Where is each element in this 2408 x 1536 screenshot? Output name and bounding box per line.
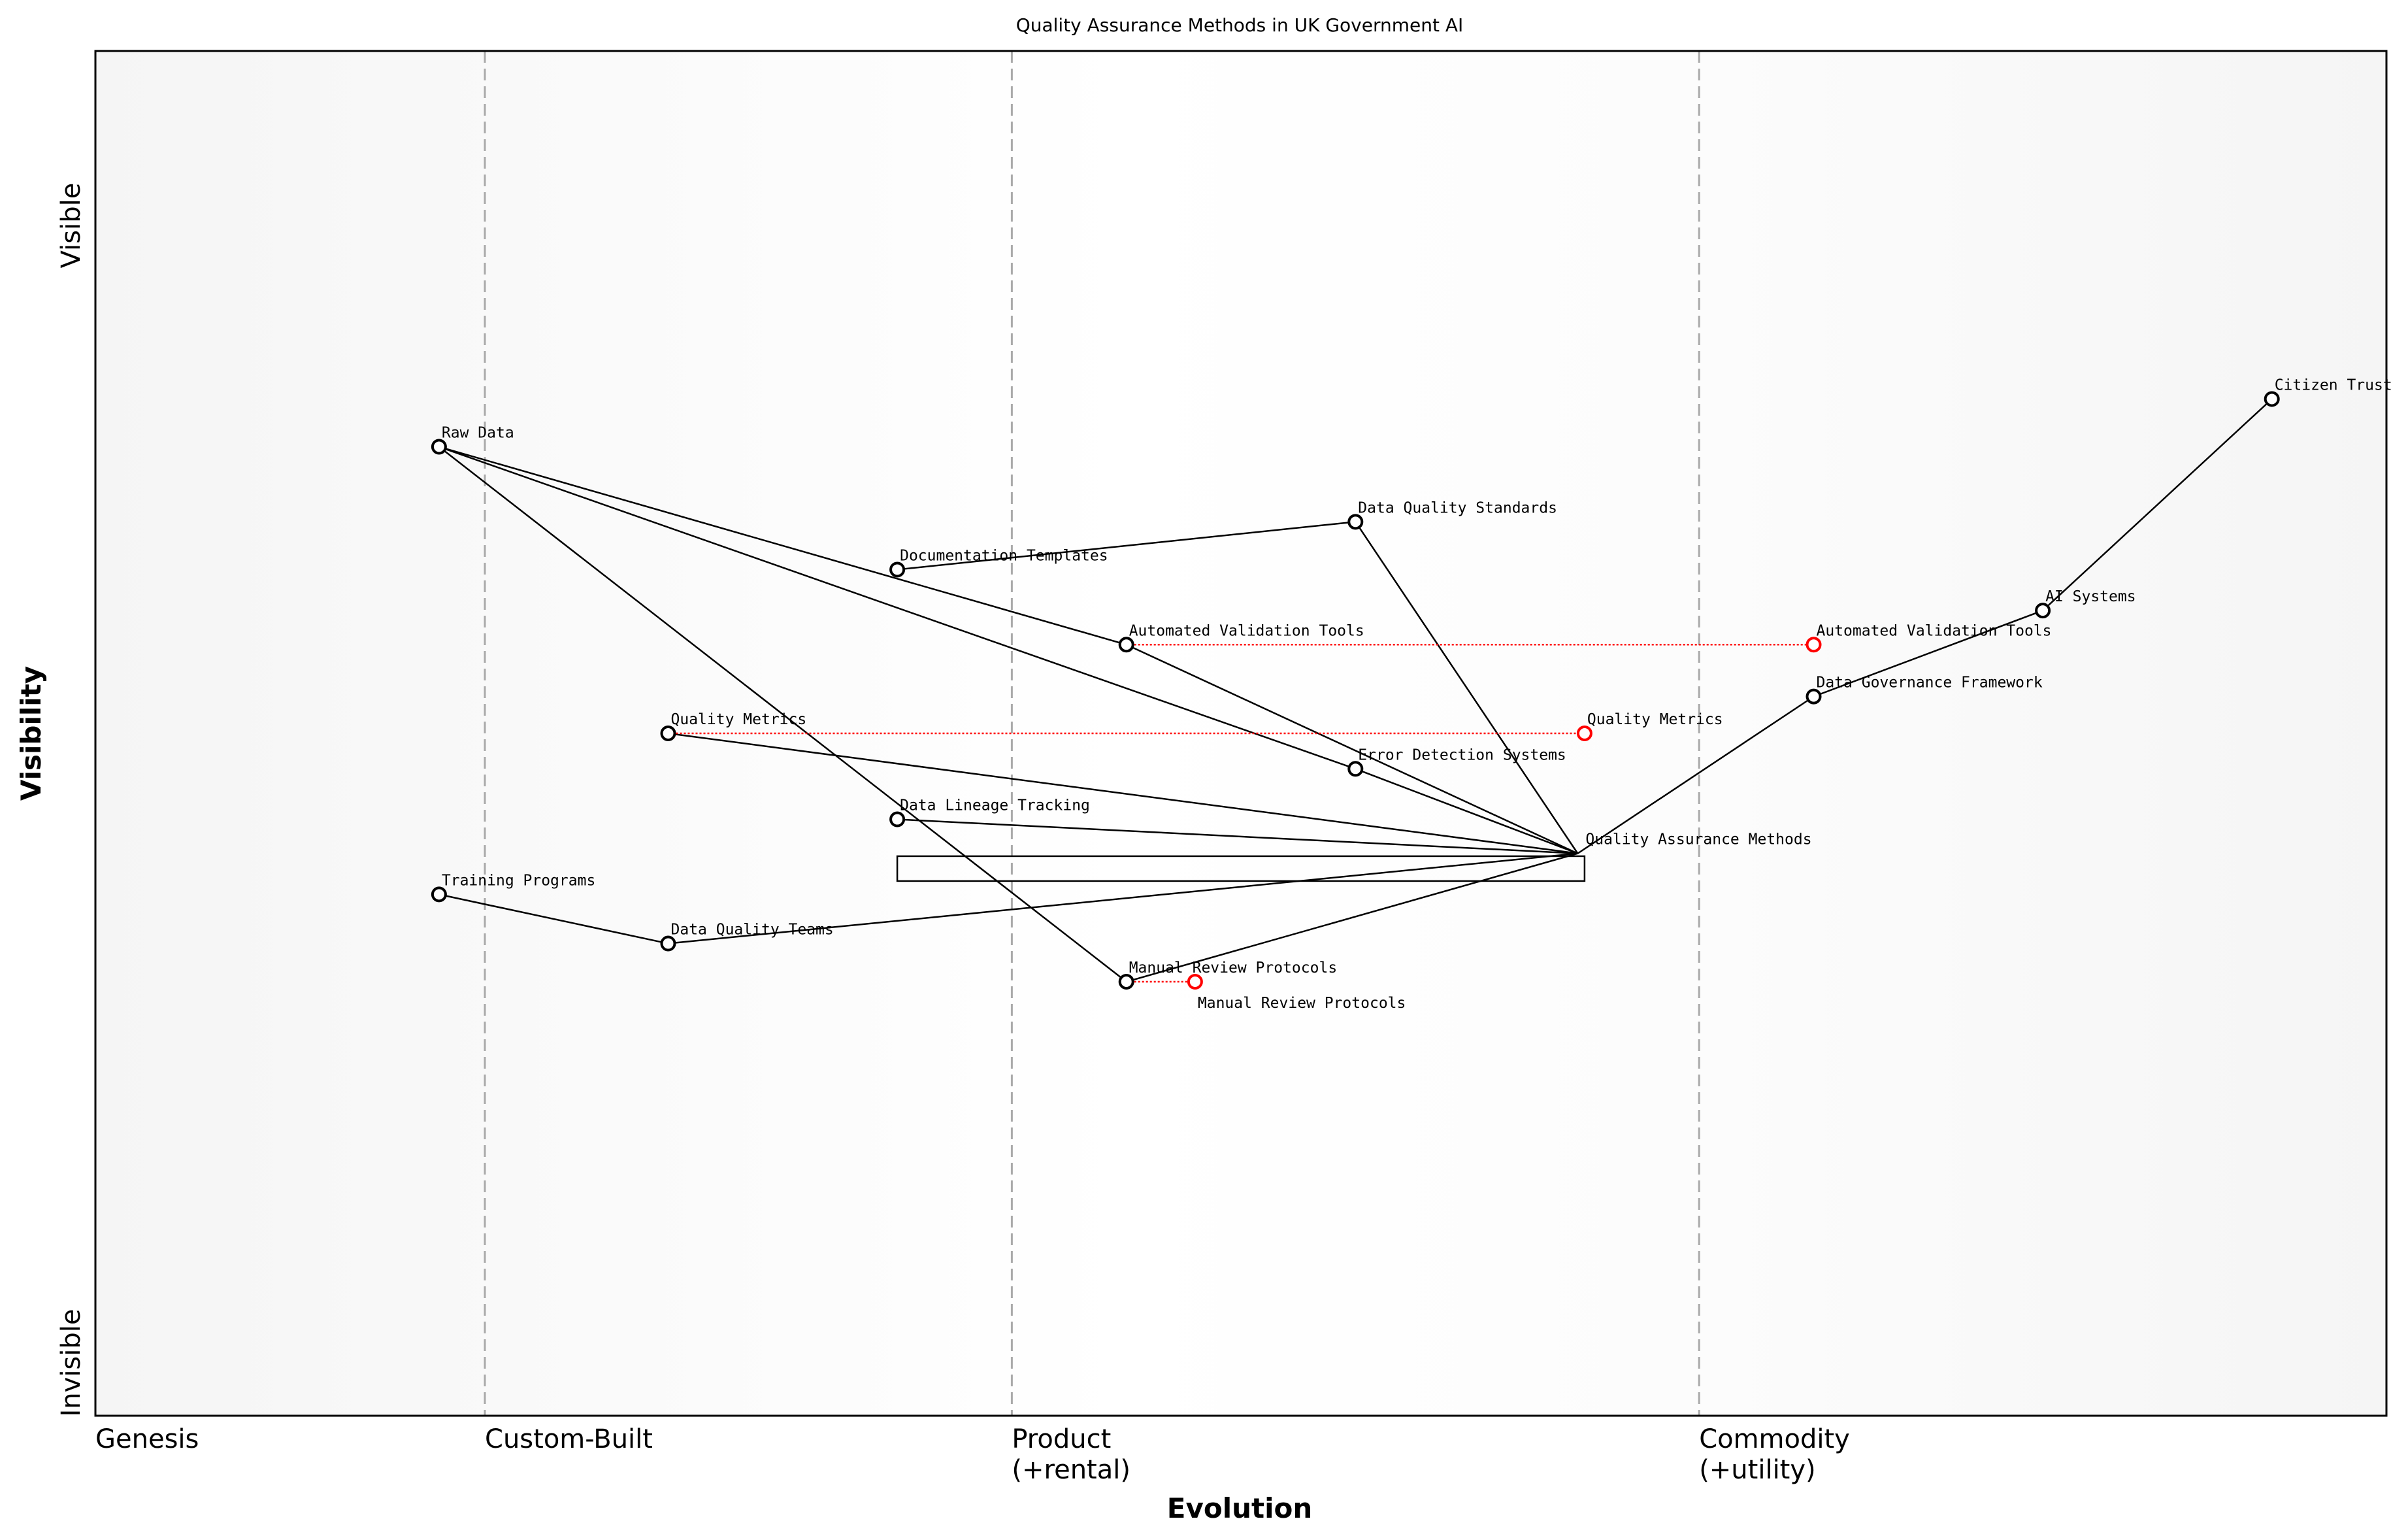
node-training-programs[interactable]	[431, 886, 447, 903]
node-quality-metrics[interactable]	[660, 726, 676, 741]
node-label-raw-data: Raw Data	[442, 425, 514, 442]
node-manual-review-protocols[interactable]	[1118, 974, 1134, 990]
node-data-quality-teams[interactable]	[660, 935, 676, 952]
plot-frame	[94, 50, 2388, 1417]
evolved-node-automated-validation-tools[interactable]	[1806, 637, 1822, 653]
node-label-quality-assurance-methods: Quality Assurance Methods	[1585, 831, 1811, 848]
link-training-programs-to-data-quality-teams	[438, 893, 668, 944]
evolved-node-manual-review-protocols[interactable]	[1187, 974, 1203, 990]
node-label-data-quality-teams: Data Quality Teams	[671, 922, 834, 939]
evolved-label-automated-validation-tools: Automated Validation Tools	[1817, 622, 2052, 639]
node-error-detection-systems[interactable]	[1347, 761, 1364, 777]
link-data-quality-standards-to-quality-assurance-methods	[1355, 521, 1579, 854]
y-axis-label: Visibility	[15, 666, 47, 801]
link-data-governance-framework-to-quality-assurance-methods	[1577, 695, 1815, 854]
evolved-label-quality-metrics: Quality Metrics	[1587, 711, 1723, 728]
node-label-data-lineage-tracking: Data Lineage Tracking	[900, 797, 1090, 814]
stage-label-product: Product	[1012, 1424, 1111, 1454]
node-label-error-detection-systems: Error Detection Systems	[1358, 746, 1566, 763]
map-title: Quality Assurance Methods in UK Governme…	[1016, 14, 1464, 36]
node-label-data-quality-standards: Data Quality Standards	[1358, 499, 1557, 516]
node-documentation-templates[interactable]	[889, 561, 906, 578]
link-automated-validation-tools-to-quality-assurance-methods	[1126, 644, 1578, 854]
node-ai-systems[interactable]	[2035, 603, 2051, 619]
link-data-quality-teams-to-quality-assurance-methods	[668, 852, 1578, 944]
node-data-quality-standards[interactable]	[1347, 514, 1364, 530]
y-axis-top-label: Visible	[56, 183, 86, 269]
node-label-automated-validation-tools: Automated Validation Tools	[1129, 622, 1364, 639]
node-label-data-governance-framework: Data Governance Framework	[1817, 675, 2043, 692]
node-automated-validation-tools[interactable]	[1118, 637, 1134, 653]
stage-label-commodity: Commodity	[1699, 1424, 1850, 1454]
link-ai-systems-to-data-governance-framework	[1813, 609, 2043, 697]
link-data-lineage-tracking-to-quality-assurance-methods	[897, 818, 1578, 854]
link-documentation-templates-to-data-quality-standards	[897, 521, 1356, 571]
pipeline-box	[896, 855, 1586, 882]
node-label-ai-systems: AI Systems	[2045, 588, 2136, 605]
stage-label-commodity: (+utility)	[1699, 1455, 1815, 1485]
x-axis-label: Evolution	[1167, 1492, 1312, 1524]
node-label-quality-metrics: Quality Metrics	[671, 711, 807, 728]
node-raw-data[interactable]	[431, 439, 447, 455]
node-data-governance-framework[interactable]	[1806, 688, 1822, 705]
evolved-label-manual-review-protocols: Manual Review Protocols	[1198, 995, 1406, 1012]
node-label-citizen-trust: Citizen Trust	[2275, 376, 2392, 393]
link-error-detection-systems-to-quality-assurance-methods	[1355, 768, 1578, 854]
node-label-training-programs: Training Programs	[442, 872, 595, 889]
link-raw-data-to-manual-review-protocols	[438, 446, 1127, 983]
node-label-documentation-templates: Documentation Templates	[900, 547, 1108, 564]
y-axis-bottom-label: Invisible	[56, 1309, 86, 1417]
link-citizen-trust-to-ai-systems	[2042, 398, 2273, 611]
link-raw-data-to-error-detection-systems	[438, 446, 1356, 770]
stage-label-product: (+rental)	[1012, 1455, 1130, 1485]
link-raw-data-to-automated-validation-tools	[438, 446, 1127, 646]
stage-label-genesis: Genesis	[95, 1424, 199, 1454]
stage-label-custom-built: Custom-Built	[485, 1424, 653, 1454]
node-citizen-trust[interactable]	[2264, 391, 2280, 407]
link-quality-metrics-to-quality-assurance-methods	[668, 732, 1578, 854]
link-manual-review-protocols-to-quality-assurance-methods	[1126, 852, 1578, 983]
evolved-node-quality-metrics[interactable]	[1576, 726, 1592, 741]
node-label-manual-review-protocols: Manual Review Protocols	[1129, 960, 1338, 977]
node-data-lineage-tracking[interactable]	[889, 811, 906, 827]
